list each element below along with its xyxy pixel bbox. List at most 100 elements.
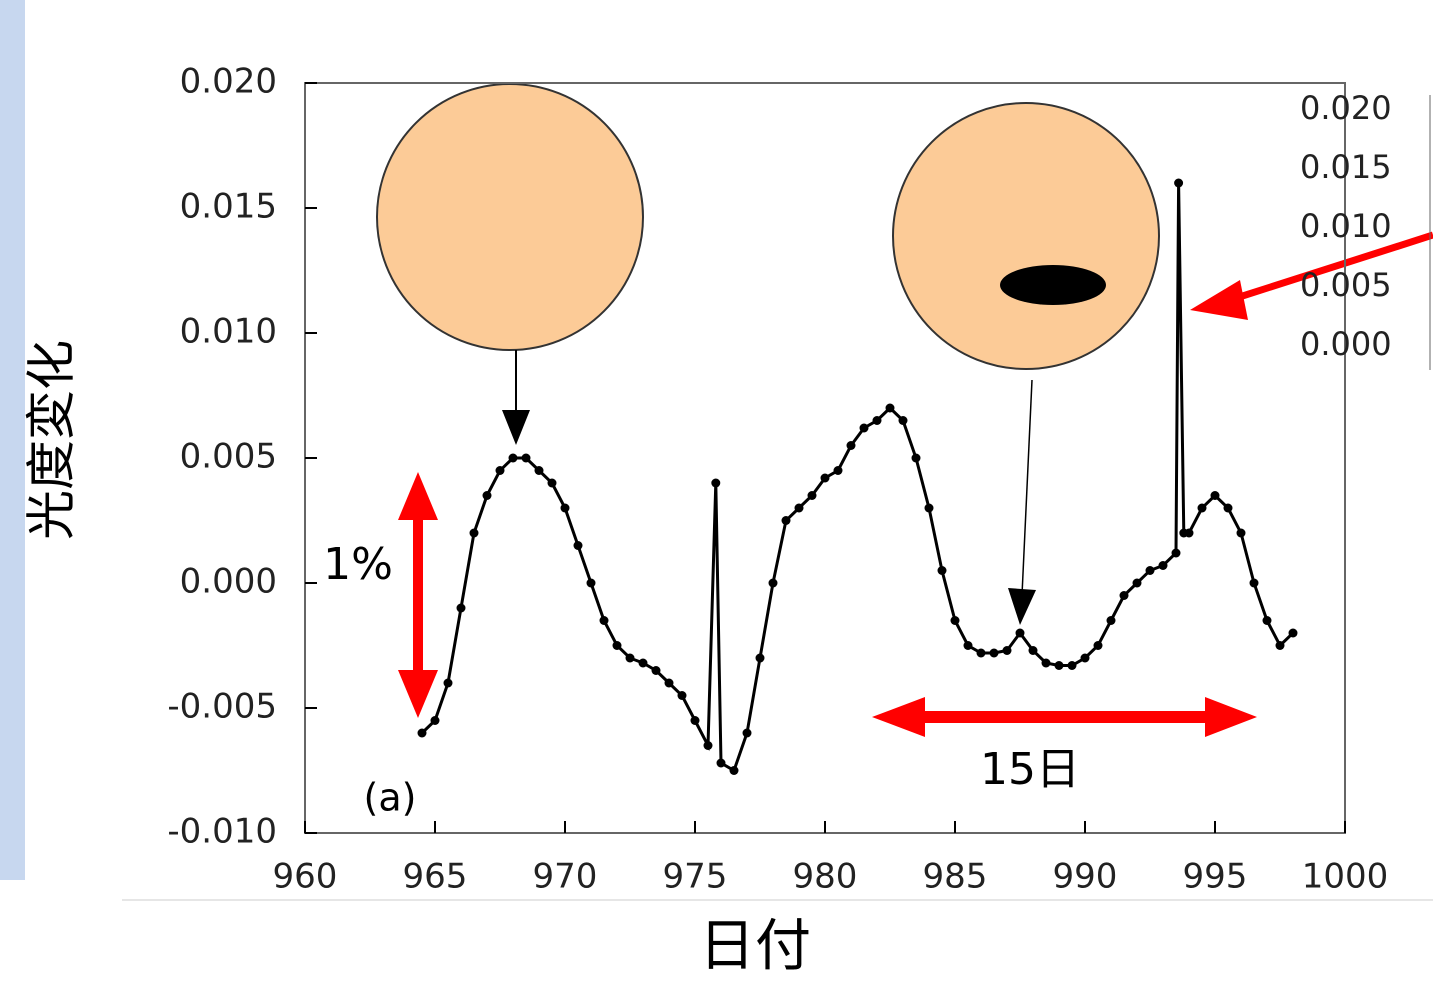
x-tick-label: 970 bbox=[533, 857, 598, 897]
arrow-head bbox=[502, 410, 530, 445]
annotation: (a) bbox=[364, 776, 417, 820]
data-point bbox=[846, 441, 856, 450]
x-tick-label: 975 bbox=[663, 857, 728, 897]
data-point bbox=[820, 473, 830, 483]
data-point bbox=[521, 453, 531, 463]
data-point bbox=[1119, 591, 1129, 600]
x-axis-label: 日付 bbox=[699, 914, 811, 979]
x-tick-label: 980 bbox=[793, 857, 858, 897]
data-point bbox=[469, 528, 479, 538]
y-tick-label: -0.010 bbox=[167, 812, 277, 852]
data-point bbox=[1041, 658, 1051, 668]
data-point bbox=[1184, 528, 1194, 538]
data-point bbox=[911, 453, 921, 463]
data-point bbox=[534, 466, 544, 475]
y-tick-label: 0.020 bbox=[180, 62, 277, 102]
data-point bbox=[1223, 503, 1233, 513]
data-point bbox=[950, 616, 960, 625]
x-tick-label: 965 bbox=[403, 857, 468, 897]
data-point bbox=[651, 666, 661, 675]
data-point bbox=[1197, 503, 1207, 513]
data-point bbox=[1174, 178, 1184, 188]
data-point bbox=[755, 653, 765, 663]
data-point bbox=[1106, 616, 1116, 625]
y-tick-label: 0.000 bbox=[180, 562, 277, 602]
inset-label: 0.005 bbox=[1300, 266, 1392, 304]
data-point bbox=[963, 641, 973, 650]
data-point bbox=[586, 578, 596, 588]
data-point bbox=[638, 658, 648, 668]
data-point bbox=[711, 478, 721, 488]
data-point bbox=[1067, 661, 1077, 670]
data-point bbox=[1054, 661, 1064, 670]
inset-label: 0.000 bbox=[1300, 325, 1392, 363]
x-tick-label: 1000 bbox=[1302, 857, 1389, 897]
red-arrow-head bbox=[1190, 280, 1248, 320]
data-point bbox=[1028, 646, 1038, 655]
data-point bbox=[560, 503, 570, 513]
data-point bbox=[573, 541, 583, 550]
data-point bbox=[924, 503, 934, 513]
data-point bbox=[989, 648, 999, 658]
data-point bbox=[456, 603, 466, 613]
inset-label: 0.020 bbox=[1300, 89, 1392, 127]
y-axis-label: 光度変化 bbox=[23, 340, 81, 540]
data-point bbox=[1249, 578, 1259, 588]
arrow-head bbox=[1008, 588, 1036, 625]
x-tick-label: 995 bbox=[1183, 857, 1248, 897]
data-point bbox=[1288, 628, 1298, 638]
data-point bbox=[833, 466, 843, 475]
data-point bbox=[495, 466, 505, 475]
data-point bbox=[599, 616, 609, 625]
side-strip bbox=[0, 0, 25, 880]
data-point bbox=[612, 641, 622, 650]
red-arrow-head bbox=[398, 472, 438, 520]
data-point bbox=[885, 403, 895, 413]
star-disk bbox=[376, 83, 644, 351]
data-point bbox=[664, 678, 674, 688]
data-point bbox=[1145, 566, 1155, 575]
x-tick-label: 985 bbox=[923, 857, 988, 897]
data-point bbox=[729, 766, 739, 775]
data-point bbox=[443, 678, 453, 688]
annotation: 15日 bbox=[980, 744, 1080, 795]
annotation: 1% bbox=[323, 539, 393, 590]
data-point bbox=[1132, 578, 1142, 588]
red-arrow-head bbox=[398, 670, 438, 718]
y-tick-label: 0.005 bbox=[180, 437, 277, 477]
red-arrow-head bbox=[1205, 697, 1257, 737]
data-point bbox=[482, 491, 492, 500]
data-point bbox=[508, 453, 518, 463]
data-point bbox=[937, 566, 947, 575]
spotted-star-disk bbox=[892, 102, 1160, 370]
inset-label: 0.010 bbox=[1300, 207, 1392, 245]
data-point bbox=[1158, 561, 1168, 570]
x-tick-label: 960 bbox=[273, 857, 338, 897]
inset-label: 0.015 bbox=[1300, 148, 1392, 186]
data-point bbox=[976, 648, 986, 658]
data-point bbox=[690, 716, 700, 725]
data-point bbox=[547, 478, 557, 488]
data-point bbox=[1002, 646, 1012, 655]
starspot bbox=[1000, 265, 1106, 305]
data-point bbox=[703, 741, 713, 750]
data-point bbox=[872, 416, 882, 425]
data-point bbox=[742, 728, 752, 738]
data-point bbox=[625, 653, 635, 663]
data-point bbox=[430, 716, 440, 725]
y-tick-label: -0.005 bbox=[167, 687, 277, 727]
data-point bbox=[1275, 641, 1285, 650]
data-point bbox=[781, 516, 791, 525]
y-tick-label: 0.010 bbox=[180, 312, 277, 352]
data-point bbox=[1210, 491, 1220, 500]
x-tick-label: 990 bbox=[1053, 857, 1118, 897]
y-tick-label: 0.015 bbox=[180, 187, 277, 227]
data-point bbox=[1171, 548, 1181, 558]
data-point bbox=[807, 491, 817, 500]
data-point bbox=[859, 423, 869, 433]
data-point bbox=[716, 758, 726, 768]
data-point bbox=[1093, 641, 1103, 650]
red-arrow bbox=[1228, 231, 1433, 304]
